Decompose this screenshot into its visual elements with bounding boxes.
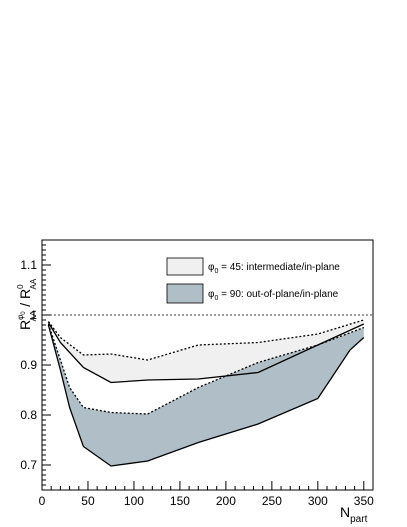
legend-phi90-subscript: 0 — [214, 295, 218, 302]
y-axis-title-sup2: 0 — [16, 284, 25, 289]
x-axis-title: Npart — [340, 504, 368, 525]
x-tick-label: 200 — [216, 494, 236, 508]
legend-phi45-symbol: φ — [208, 262, 215, 273]
x-axis-ticks: 0 50 100 150 200 250 300 350 — [39, 481, 374, 508]
band-upper-line-phi45 — [47, 319, 364, 361]
x-axis-title-main: N — [340, 504, 350, 520]
y-tick-label: 1 — [30, 308, 37, 322]
y-tick-label: 0.7 — [20, 458, 37, 472]
band-fill-phi45 — [48, 320, 364, 383]
x-tick-label: 0 — [39, 494, 46, 508]
x-tick-label: 250 — [262, 494, 282, 508]
x-tick-label: 50 — [81, 494, 95, 508]
band-upper-line-phi90 — [47, 323, 365, 415]
y-axis-title: Rφ0 AA / R0 AA — [16, 278, 38, 330]
legend-phi90-text: = 90: out-of-plane/in-plane — [218, 289, 338, 300]
legend-label-phi90: φ0 = 90: out-of-plane/in-plane — [208, 289, 339, 302]
band-lower-line-phi90 — [47, 324, 365, 467]
x-tick-label: 350 — [354, 494, 374, 508]
legend-swatch-phi90 — [166, 283, 204, 304]
legend-label-phi45: φ0 = 45: intermediate/in-plane — [208, 262, 340, 275]
y-tick-label: 1.1 — [20, 258, 37, 272]
x-tick-label: 150 — [170, 494, 190, 508]
x-tick-label: 300 — [308, 494, 328, 508]
y-axis-title-sub1: AA — [29, 310, 38, 321]
y-axis-title-sub2: AA — [29, 278, 38, 289]
band-lower-line-phi45 — [47, 322, 365, 384]
legend-phi90-symbol: φ — [208, 289, 215, 300]
legend-phi45-text: = 45: intermediate/in-plane — [218, 262, 340, 273]
legend-phi45-subscript: 0 — [214, 268, 218, 275]
bands-layer — [47, 319, 365, 467]
legend-swatch-phi45 — [166, 257, 204, 276]
legend: φ0 = 45: intermediate/in-plane φ0 = 90: … — [166, 257, 340, 304]
x-axis-title-sub: part — [350, 514, 367, 525]
x-tick-label: 100 — [124, 494, 144, 508]
y-axis-title-sep: / R — [17, 289, 33, 311]
y-axis-title-sup1: φ — [16, 315, 25, 320]
y-axis-ticks: 0.7 0.8 0.9 1 1.1 — [20, 244, 51, 486]
y-axis-title-main: R — [17, 320, 33, 330]
y-tick-label: 0.8 — [20, 408, 37, 422]
y-axis-title-sup1-sub: 0 — [21, 311, 27, 315]
y-tick-label: 0.9 — [20, 358, 37, 372]
